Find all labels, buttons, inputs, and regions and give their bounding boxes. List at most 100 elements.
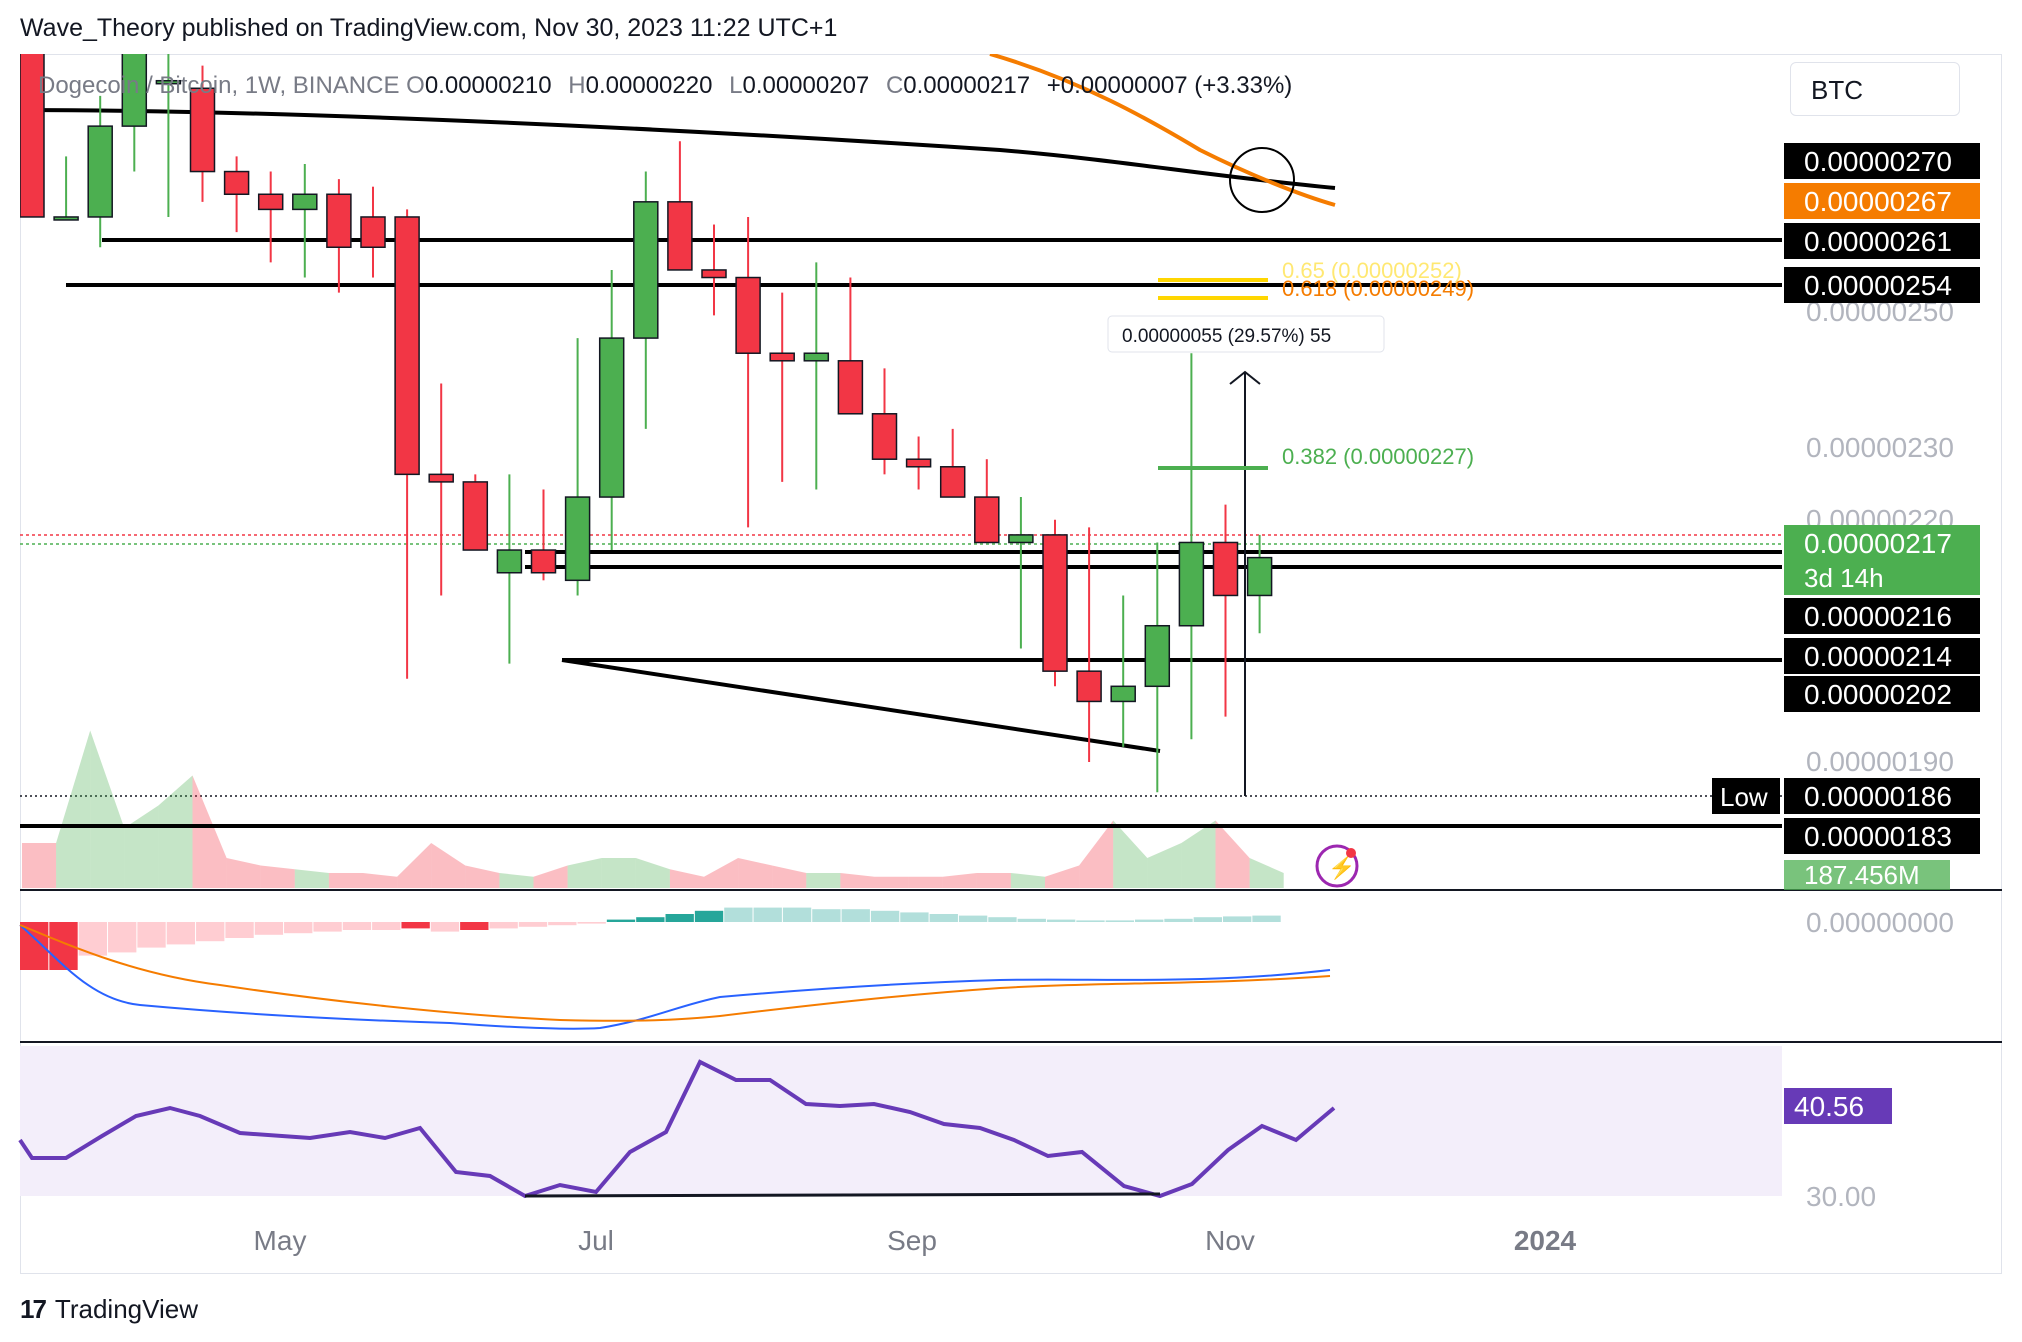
volume-area — [976, 873, 1011, 888]
volume-area — [1113, 820, 1148, 888]
tradingview-logo[interactable]: 17 TradingView — [20, 1294, 198, 1325]
measure-label: 0.00000055 (29.57%) 55 — [1122, 326, 1331, 347]
volume-area — [669, 869, 704, 888]
open-value: 0.00000210 — [424, 72, 552, 99]
price-label-box — [1784, 638, 1980, 674]
macd-histogram-bar — [606, 919, 636, 922]
high-value: 0.00000220 — [585, 72, 713, 99]
rsi-divergence-line — [524, 1192, 1161, 1198]
rsi-value-box — [1784, 1088, 1892, 1124]
price-label-text: 0.00000216 — [1804, 601, 1952, 632]
macd-histogram-bar — [430, 922, 460, 932]
macd-histogram-bar — [196, 922, 225, 942]
candle-down — [735, 276, 761, 354]
macd-histogram-bar — [577, 922, 606, 924]
macd-histogram-bar — [782, 907, 812, 922]
price-label-text: 0.00000214 — [1804, 641, 1952, 672]
x-axis-tick-label: Jul — [578, 1225, 614, 1256]
notification-dot — [1346, 848, 1356, 858]
candle-down — [871, 413, 898, 460]
macd-pane — [19, 907, 1331, 1030]
volume-area — [908, 876, 943, 888]
x-axis-tick-label: May — [254, 1225, 307, 1256]
volume-area — [1147, 843, 1182, 888]
volume-area — [465, 865, 500, 888]
macd-histogram-bar — [548, 922, 577, 926]
macd-histogram-bar — [1046, 919, 1076, 922]
candle-down — [257, 193, 284, 211]
macd-histogram-bar — [284, 922, 313, 934]
change-value: +0.00000007 (+3.33%) — [1046, 72, 1293, 99]
volume-area — [192, 775, 227, 888]
price-pane: 0.00000055 (29.57%) 550.65 (0.00000252)0… — [20, 54, 1782, 888]
countdown-label: 3d 14h — [1804, 563, 1884, 593]
macd-histogram-bar — [1193, 917, 1223, 922]
price-label-box — [1784, 223, 1980, 259]
candle-down — [1042, 534, 1068, 672]
macd-histogram-bar — [724, 907, 753, 922]
candle-up — [598, 337, 625, 498]
volume-area — [499, 873, 534, 888]
macd-histogram-bar — [665, 914, 694, 922]
candle-down — [223, 170, 250, 196]
candle-up — [1110, 685, 1136, 703]
price-label-text: 0.00000270 — [1804, 146, 1952, 177]
volume-area — [738, 858, 773, 888]
volume-area — [1045, 865, 1080, 888]
currency-button[interactable]: BTC — [1790, 62, 1960, 116]
macd-histogram-bar — [489, 922, 518, 929]
rsi-value-label: 40.56 — [1794, 1091, 1864, 1122]
macd-histogram-bar — [460, 922, 489, 930]
macd-line — [19, 924, 1331, 1030]
candle-up — [53, 216, 79, 221]
price-label-box — [1784, 778, 1980, 814]
price-label-text: 0.00000217 — [1804, 528, 1952, 559]
ma-black-line — [20, 108, 1336, 190]
macd-histogram-bar — [636, 917, 665, 922]
volume-area — [226, 858, 261, 888]
volume-area — [1215, 820, 1250, 888]
volume-area — [260, 865, 295, 888]
volume-area — [90, 730, 125, 888]
macd-histogram-bar — [841, 909, 870, 922]
candle-up — [564, 496, 591, 582]
volume-area — [533, 865, 568, 888]
candle-down — [360, 216, 386, 248]
measure-box — [1107, 315, 1385, 353]
candle-down — [769, 352, 795, 362]
macd-histogram-bar — [108, 922, 137, 953]
candle-up — [633, 201, 659, 339]
candle-up — [87, 125, 113, 218]
low-tag-box — [1712, 778, 1780, 814]
volume-area — [601, 858, 636, 888]
candle-up — [1246, 556, 1273, 597]
macd-histogram-bar — [166, 922, 196, 945]
close-key: C — [885, 72, 904, 99]
candle-down — [20, 54, 45, 218]
macd-histogram-bar — [313, 922, 342, 932]
macd-histogram-bar — [1223, 916, 1252, 922]
macd-histogram-bar — [518, 922, 548, 927]
symbol-label: Dogecoin / Bitcoin, 1W, BINANCE — [38, 72, 400, 99]
volume-area — [124, 805, 159, 888]
candle-down — [428, 473, 454, 483]
candle-down — [326, 193, 352, 248]
candle-down — [905, 458, 932, 468]
volume-area — [56, 730, 91, 888]
macd-histogram-bar — [1076, 920, 1105, 922]
macd-histogram-bar — [372, 922, 401, 930]
volume-label: 187.456M — [1804, 860, 1920, 890]
cross-circle — [1229, 147, 1295, 213]
volume-area — [1249, 858, 1284, 888]
price-label-text: 0.00000183 — [1804, 821, 1952, 852]
volume-area — [704, 858, 739, 888]
candle-down — [1076, 670, 1102, 703]
price-label-text: 0.00000261 — [1804, 226, 1952, 257]
volume-area — [363, 873, 398, 888]
low-tag-label: Low — [1720, 782, 1768, 812]
macd-histogram-bar — [988, 917, 1017, 922]
signal-line — [19, 924, 1331, 1022]
flash-icon — [1315, 844, 1359, 888]
candle-up — [155, 79, 182, 85]
